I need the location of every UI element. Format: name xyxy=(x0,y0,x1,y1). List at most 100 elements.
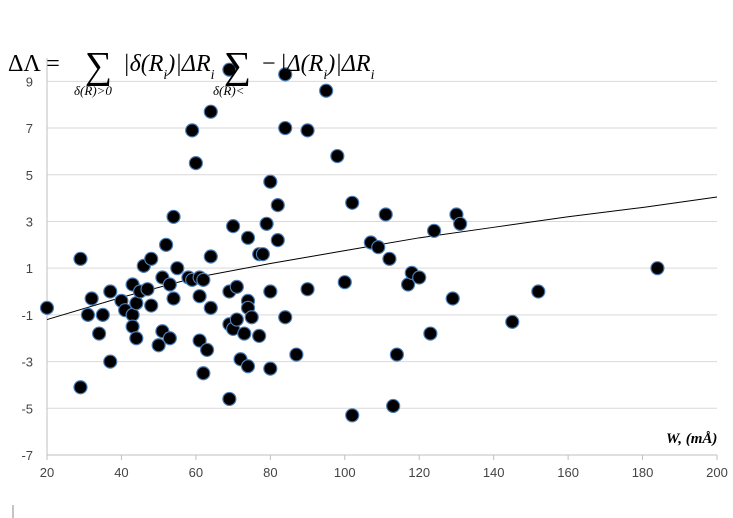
data-point xyxy=(140,282,155,297)
data-point xyxy=(289,347,304,362)
data-point xyxy=(162,277,177,292)
data-point xyxy=(345,408,360,423)
formula-sum1-condition: δ(R)>0 xyxy=(74,83,112,98)
y-tick-labels: -7 -5 -3 -1 1 3 5 7 9 xyxy=(21,74,33,463)
y-tick-label: 1 xyxy=(26,261,33,276)
data-point xyxy=(345,195,360,210)
data-point xyxy=(278,310,293,325)
data-point xyxy=(445,291,460,306)
data-point xyxy=(125,307,140,322)
data-point xyxy=(84,291,99,306)
formula-term1-tail: )|ΔR xyxy=(165,51,211,77)
data-point xyxy=(244,310,259,325)
data-point xyxy=(229,312,244,327)
data-point xyxy=(531,284,546,299)
sum-symbol-2: ∑ xyxy=(224,45,251,87)
x-tick-label: 20 xyxy=(40,465,54,480)
data-point xyxy=(170,261,185,276)
formula-term2-index: i xyxy=(323,68,327,83)
formula-term1-index: i xyxy=(163,68,167,83)
y-tick-label: -5 xyxy=(21,401,33,416)
y-tick-label: -1 xyxy=(21,308,33,323)
data-point xyxy=(73,380,88,395)
data-point xyxy=(412,270,427,285)
data-point xyxy=(278,120,293,136)
data-point xyxy=(505,314,520,329)
data-point xyxy=(203,249,218,264)
formula-term2-tail: )|ΔR xyxy=(325,51,371,77)
x-tick-labels: 20 40 60 80 100 120 140 160 180 200 xyxy=(40,465,728,480)
data-point xyxy=(159,237,174,252)
data-point xyxy=(255,247,270,262)
data-point xyxy=(650,261,665,276)
svg-text:|δ(Ri)|ΔRi: |δ(Ri)|ΔRi xyxy=(123,51,215,83)
data-point xyxy=(103,284,118,299)
y-tick-label: 9 xyxy=(26,74,33,89)
data-point xyxy=(192,289,207,304)
data-point xyxy=(73,251,88,266)
data-point xyxy=(196,272,211,287)
data-point xyxy=(240,359,256,374)
y-tick-label: -7 xyxy=(21,448,33,463)
y-tick-label: -3 xyxy=(21,355,33,370)
formula-term1: |δ(R xyxy=(123,51,164,77)
x-tick-label: 40 xyxy=(114,465,128,480)
data-point xyxy=(192,333,207,348)
data-point xyxy=(226,219,241,234)
data-point xyxy=(129,296,144,311)
formula-term2-tail-index: i xyxy=(371,68,375,83)
data-point xyxy=(330,148,345,164)
data-point xyxy=(386,398,401,414)
data-point xyxy=(252,328,267,343)
data-point xyxy=(453,216,468,231)
svg-text:|Δ(Ri)|ΔRi: |Δ(Ri)|ΔRi xyxy=(280,51,375,83)
data-point xyxy=(378,207,393,222)
data-point xyxy=(389,347,404,362)
data-point xyxy=(319,83,334,98)
formula-lhs: ΔΛ = xyxy=(8,51,60,77)
x-axis-label: W, (mÅ) xyxy=(666,431,717,447)
data-point xyxy=(382,251,397,266)
data-point xyxy=(203,300,218,315)
data-point xyxy=(423,326,438,341)
data-points xyxy=(39,62,665,423)
data-point xyxy=(144,298,159,313)
data-point xyxy=(80,307,96,322)
data-point xyxy=(263,361,278,376)
data-point xyxy=(188,155,203,171)
sum-symbol-1: ∑ xyxy=(85,45,112,87)
y-tick-label: 5 xyxy=(26,168,33,183)
formula-term1-tail-index: i xyxy=(211,68,215,83)
y-tick-label: 7 xyxy=(26,121,33,136)
x-tick-label: 140 xyxy=(483,465,505,480)
y-tick-label: 3 xyxy=(26,214,33,229)
formula-minus: − xyxy=(262,51,276,77)
x-tick-label: 80 xyxy=(263,465,277,480)
data-point xyxy=(222,391,237,407)
data-point xyxy=(278,67,293,82)
data-point xyxy=(229,279,244,294)
data-point xyxy=(270,198,285,213)
data-point xyxy=(144,251,159,266)
data-point xyxy=(240,230,256,245)
data-point xyxy=(199,342,215,358)
formula: ΔΛ = ∑ |δ(Ri)|ΔRi δ(R)>0 − ∑ |Δ(Ri)|ΔRi … xyxy=(8,45,375,98)
axes xyxy=(46,58,718,460)
data-point xyxy=(162,331,177,346)
x-tick-label: 180 xyxy=(632,465,654,480)
data-point xyxy=(237,326,252,341)
x-tick-label: 200 xyxy=(706,465,728,480)
data-point xyxy=(263,284,278,299)
data-point xyxy=(259,216,274,231)
data-point xyxy=(337,275,352,290)
data-point xyxy=(166,209,181,224)
x-tick-label: 100 xyxy=(334,465,356,480)
data-point xyxy=(203,104,218,119)
formula-term2: |Δ(R xyxy=(280,51,324,77)
data-point xyxy=(300,123,315,138)
data-point xyxy=(300,282,315,297)
x-tick-label: 120 xyxy=(408,465,430,480)
data-point xyxy=(166,291,181,306)
